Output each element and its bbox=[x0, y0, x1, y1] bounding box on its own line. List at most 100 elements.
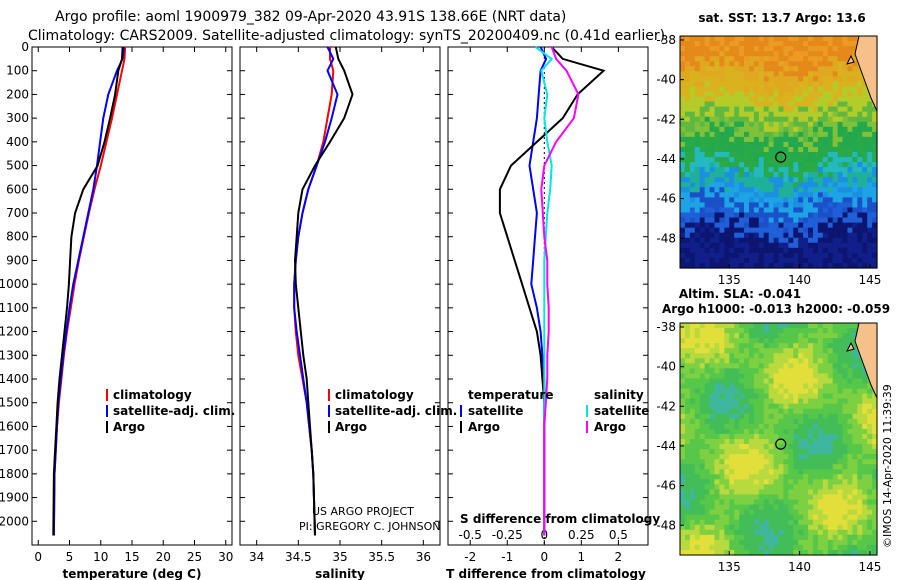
map-cell bbox=[748, 353, 755, 359]
map-cell bbox=[822, 192, 829, 198]
map-cell bbox=[739, 348, 745, 354]
map-cell bbox=[694, 514, 701, 521]
map-cell bbox=[724, 524, 730, 531]
map-cell bbox=[832, 182, 839, 188]
map-cell bbox=[798, 217, 804, 224]
map-cell bbox=[867, 96, 873, 103]
map-cell bbox=[778, 217, 785, 224]
map-cell bbox=[793, 343, 799, 349]
map-cell bbox=[798, 509, 804, 516]
map-cell bbox=[832, 126, 839, 133]
map-cell bbox=[872, 444, 878, 450]
map-cell bbox=[827, 393, 834, 400]
map-cell bbox=[739, 247, 745, 254]
map-cell bbox=[842, 262, 849, 269]
map-cell bbox=[817, 383, 824, 390]
map-cell bbox=[734, 383, 740, 390]
map-cell bbox=[699, 227, 706, 234]
map-cell bbox=[744, 479, 750, 485]
map-cell bbox=[817, 418, 824, 425]
map-cell bbox=[734, 378, 740, 385]
map-cell bbox=[694, 262, 701, 269]
map-cell bbox=[783, 449, 789, 455]
map-cell bbox=[803, 358, 809, 364]
map-cell bbox=[783, 202, 789, 209]
map-cell bbox=[783, 141, 789, 148]
map-cell bbox=[812, 464, 819, 470]
map-cell bbox=[852, 252, 858, 259]
map-cell bbox=[847, 323, 853, 329]
map-cell bbox=[842, 494, 849, 501]
map-cell bbox=[847, 106, 853, 113]
map-cell bbox=[729, 81, 735, 88]
map-cell bbox=[719, 519, 725, 526]
map-cell bbox=[719, 247, 725, 254]
map-cell bbox=[793, 152, 799, 158]
map-cell bbox=[822, 454, 829, 460]
map-cell bbox=[778, 439, 785, 445]
map-cell bbox=[768, 167, 775, 173]
map-cell bbox=[803, 222, 809, 229]
map-cell bbox=[744, 469, 750, 475]
map-cell bbox=[748, 504, 755, 511]
map-cell bbox=[729, 242, 735, 249]
map-cell bbox=[827, 413, 834, 420]
map-cell bbox=[852, 479, 858, 485]
map-cell bbox=[724, 91, 730, 98]
map-cell bbox=[803, 418, 809, 425]
map-cell bbox=[773, 549, 780, 556]
map-cell bbox=[699, 197, 706, 204]
map-cell bbox=[847, 91, 853, 98]
map-cell bbox=[729, 212, 735, 219]
map-cell bbox=[803, 106, 809, 113]
map-cell bbox=[822, 469, 829, 475]
map-cell bbox=[714, 474, 720, 480]
map-cell bbox=[744, 61, 750, 67]
map-cell bbox=[803, 549, 809, 556]
map-cell bbox=[704, 227, 711, 234]
y-tick-label: 400 bbox=[6, 135, 29, 149]
map-cell bbox=[842, 182, 849, 188]
map-cell bbox=[773, 474, 780, 480]
map-cell bbox=[684, 519, 691, 526]
credit-project: US ARGO PROJECT bbox=[312, 505, 414, 518]
map-cell bbox=[758, 126, 765, 133]
map-cell bbox=[867, 383, 873, 390]
map-cell bbox=[783, 343, 789, 349]
map-cell bbox=[783, 423, 789, 430]
map-cell bbox=[714, 534, 720, 541]
y-tick-label: 900 bbox=[6, 253, 29, 267]
map-cell bbox=[822, 182, 829, 188]
map-cell bbox=[714, 177, 720, 183]
map-cell bbox=[867, 484, 873, 491]
map-cell bbox=[763, 454, 770, 460]
map-cell bbox=[768, 383, 775, 390]
map-cell bbox=[704, 328, 711, 334]
map-cell bbox=[798, 146, 804, 153]
map-cell bbox=[803, 111, 809, 118]
map-cell bbox=[842, 51, 849, 57]
map-cell bbox=[719, 358, 725, 364]
map-cell bbox=[798, 86, 804, 93]
map-cell bbox=[862, 519, 868, 526]
map-cell bbox=[680, 247, 686, 254]
map-cell bbox=[739, 217, 745, 224]
map-cell bbox=[847, 227, 853, 234]
map-cell bbox=[680, 162, 686, 168]
map-cell bbox=[709, 469, 716, 475]
map-cell bbox=[822, 363, 829, 369]
map-cell bbox=[773, 479, 780, 485]
map-cell bbox=[758, 232, 765, 239]
map-cell bbox=[719, 76, 725, 82]
map-cell bbox=[822, 529, 829, 536]
map-cell bbox=[842, 131, 849, 138]
map-cell bbox=[744, 459, 750, 465]
map-cell bbox=[872, 398, 878, 405]
map-cell bbox=[798, 479, 804, 485]
map-cell bbox=[699, 333, 706, 339]
map-cell bbox=[739, 192, 745, 198]
map-cell bbox=[822, 46, 829, 52]
map-cell bbox=[872, 433, 878, 440]
map-cell bbox=[734, 474, 740, 480]
map-cell bbox=[734, 403, 740, 410]
